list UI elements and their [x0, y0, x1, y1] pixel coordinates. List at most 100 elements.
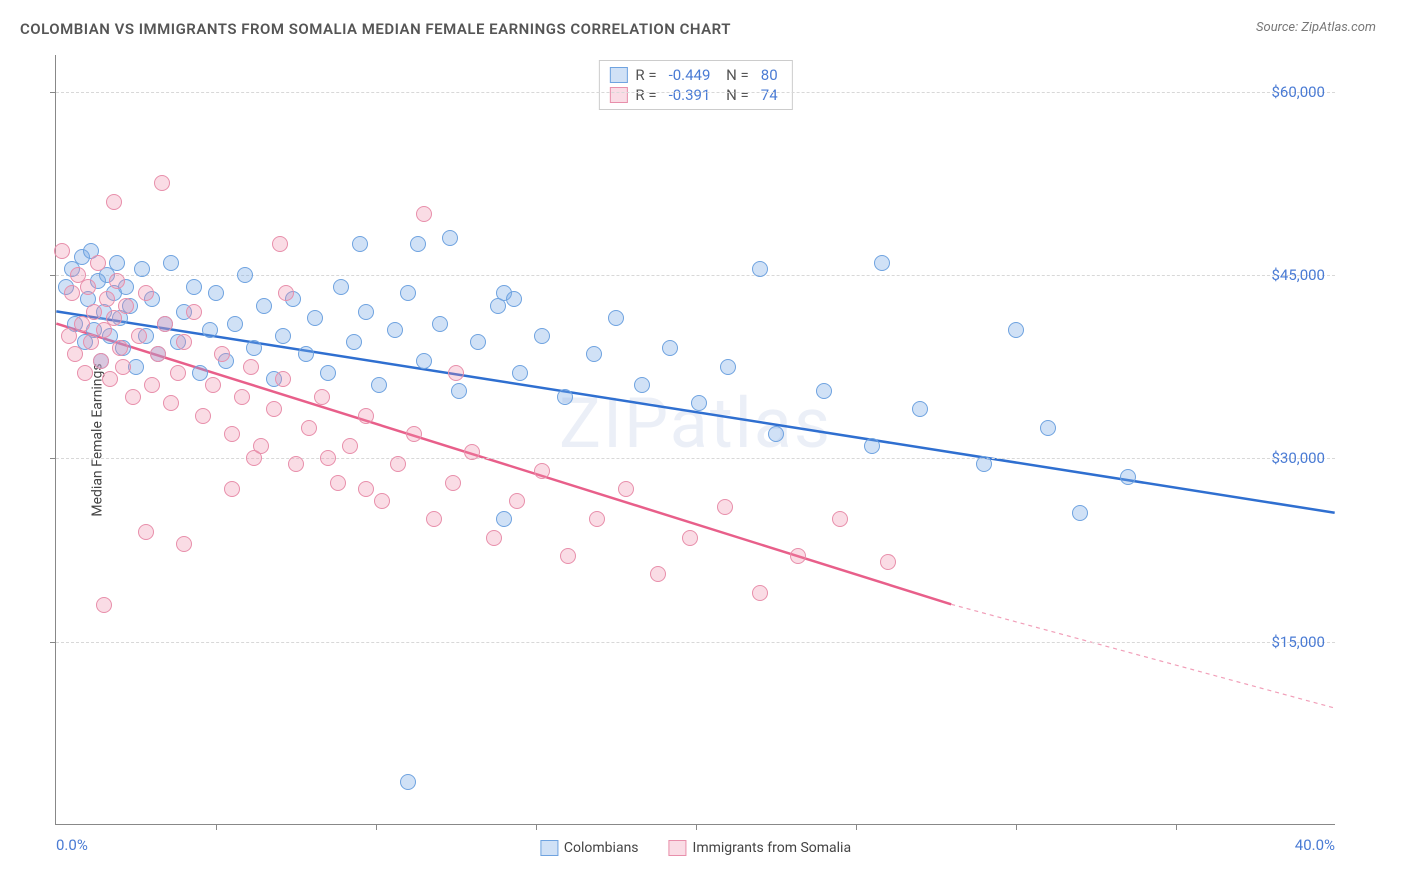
scatter-point — [496, 511, 512, 527]
scatter-point — [86, 304, 102, 320]
scatter-point — [371, 377, 387, 393]
scatter-point — [333, 279, 349, 295]
scatter-point — [448, 365, 464, 381]
scatter-point — [298, 346, 314, 362]
y-tick — [50, 275, 56, 276]
scatter-point — [275, 328, 291, 344]
x-tick — [216, 824, 217, 830]
scatter-point — [864, 438, 880, 454]
scatter-point — [912, 401, 928, 417]
scatter-point — [102, 371, 118, 387]
swatch-colombians — [609, 67, 627, 83]
scatter-point — [208, 285, 224, 301]
x-tick — [376, 824, 377, 830]
scatter-point — [634, 377, 650, 393]
scatter-point — [486, 530, 502, 546]
scatter-point — [54, 243, 70, 259]
scatter-point — [288, 456, 304, 472]
scatter-point — [275, 371, 291, 387]
scatter-point — [534, 463, 550, 479]
scatter-point — [301, 420, 317, 436]
r-value-colombians: -0.449 — [669, 66, 711, 84]
x-tick — [856, 824, 857, 830]
y-tick-label: $60,000 — [1271, 83, 1325, 101]
scatter-point — [342, 438, 358, 454]
scatter-point — [650, 566, 666, 582]
x-tick — [536, 824, 537, 830]
scatter-point — [109, 255, 125, 271]
scatter-point — [224, 426, 240, 442]
scatter-point — [400, 774, 416, 790]
y-tick-label: $45,000 — [1271, 266, 1325, 284]
scatter-point — [195, 408, 211, 424]
legend-label-colombians: Colombians — [564, 840, 639, 856]
scatter-point — [451, 383, 467, 399]
scatter-point — [432, 316, 448, 332]
legend-label-somalia: Immigrants from Somalia — [693, 840, 852, 856]
scatter-point — [176, 334, 192, 350]
scatter-point — [509, 493, 525, 509]
scatter-point — [534, 328, 550, 344]
scatter-point — [106, 194, 122, 210]
swatch-somalia — [609, 87, 627, 103]
scatter-point — [93, 353, 109, 369]
y-tick-label: $15,000 — [1271, 633, 1325, 651]
scatter-point — [358, 304, 374, 320]
trend-line — [56, 324, 951, 605]
scatter-point — [64, 285, 80, 301]
scatter-point — [74, 316, 90, 332]
scatter-point — [170, 365, 186, 381]
legend-item-somalia: Immigrants from Somalia — [669, 840, 852, 856]
scatter-point — [224, 481, 240, 497]
scatter-point — [96, 597, 112, 613]
scatter-point — [99, 291, 115, 307]
x-axis-end-label: 40.0% — [1295, 836, 1335, 854]
scatter-point — [880, 554, 896, 570]
scatter-point — [1040, 420, 1056, 436]
scatter-point — [112, 340, 128, 356]
scatter-point — [464, 444, 480, 460]
trend-line-extrapolated — [951, 604, 1335, 708]
scatter-point — [256, 298, 272, 314]
y-tick-label: $30,000 — [1271, 449, 1325, 467]
scatter-point — [586, 346, 602, 362]
scatter-point — [1072, 505, 1088, 521]
scatter-point — [106, 310, 122, 326]
x-tick — [1176, 824, 1177, 830]
scatter-point — [205, 377, 221, 393]
scatter-point — [512, 365, 528, 381]
scatter-point — [557, 389, 573, 405]
scatter-point — [470, 334, 486, 350]
scatter-point — [608, 310, 624, 326]
scatter-point — [109, 273, 125, 289]
scatter-point — [874, 255, 890, 271]
scatter-point — [253, 438, 269, 454]
r-label: R = — [635, 86, 656, 104]
scatter-point — [406, 426, 422, 442]
scatter-point — [506, 291, 522, 307]
scatter-point — [320, 450, 336, 466]
scatter-point — [154, 175, 170, 191]
scatter-point — [163, 255, 179, 271]
scatter-point — [67, 346, 83, 362]
scatter-point — [243, 359, 259, 375]
scatter-point — [125, 389, 141, 405]
scatter-point — [330, 475, 346, 491]
scatter-point — [176, 536, 192, 552]
scatter-point — [752, 261, 768, 277]
scatter-point — [186, 279, 202, 295]
scatter-point — [237, 267, 253, 283]
scatter-point — [214, 346, 230, 362]
scatter-point — [80, 279, 96, 295]
scatter-point — [352, 236, 368, 252]
scatter-point — [768, 426, 784, 442]
chart-title: COLOMBIAN VS IMMIGRANTS FROM SOMALIA MED… — [20, 20, 731, 38]
trend-lines-svg — [56, 55, 1335, 824]
legend-swatch-somalia — [669, 840, 687, 856]
scatter-point — [314, 389, 330, 405]
scatter-point — [320, 365, 336, 381]
scatter-point — [390, 456, 406, 472]
legend-item-colombians: Colombians — [540, 840, 639, 856]
scatter-point — [832, 511, 848, 527]
gridline — [56, 92, 1335, 93]
